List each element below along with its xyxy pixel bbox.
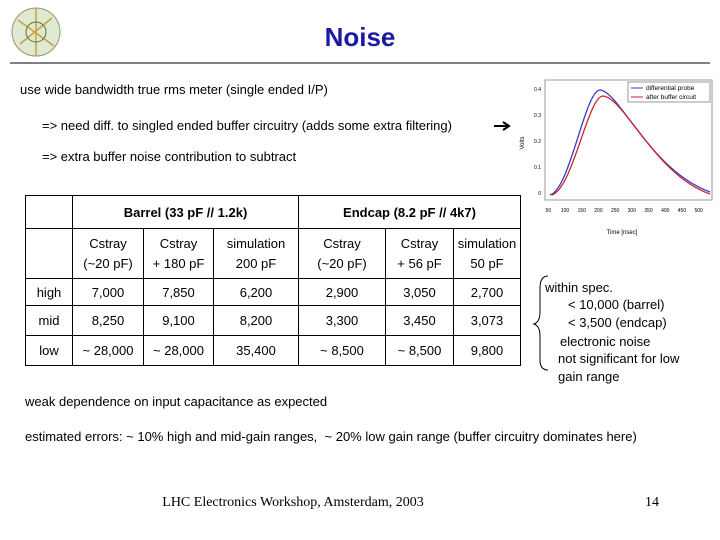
- group-row: Barrel (33 pF // 1.2k) Endcap (8.2 pF // …: [25, 195, 521, 229]
- bullet: use wide bandwidth true rms meter (singl…: [20, 82, 328, 97]
- footer: LHC Electronics Workshop, Amsterdam, 200…: [162, 495, 424, 510]
- cell: 3,073: [453, 305, 521, 336]
- column-header: Cstray + 180 pF: [143, 228, 214, 279]
- row-label: low: [25, 335, 73, 366]
- cell: 3,450: [385, 305, 454, 336]
- table-row: low ~ 28,000 ~ 28,000 35,400 ~ 8,500 ~ 8,500 9…: [25, 335, 521, 366]
- y-tick-label: 0.3: [534, 113, 541, 119]
- column-row: Cstray (~20 pF) Cstray + 180 pF simulation 20…: [25, 228, 521, 279]
- x-tick-label: 500: [694, 208, 703, 214]
- column-header-line: Cstray: [89, 235, 127, 251]
- x-tick-label: 350: [644, 208, 653, 214]
- corner-cell: [25, 195, 73, 229]
- x-tick-label: 100: [561, 208, 570, 214]
- cell: 6,200: [213, 278, 299, 306]
- column-header-line: Cstray: [159, 235, 198, 251]
- x-tick-label: 300: [628, 208, 637, 214]
- logo: [11, 7, 61, 57]
- bullet: => need diff. to singled ended buffer ci…: [42, 118, 452, 133]
- cell: 2,900: [298, 278, 386, 306]
- row-label: mid: [25, 305, 73, 336]
- cell: ~ 8,500: [385, 335, 454, 366]
- cell: 8,250: [72, 305, 144, 336]
- data-table: Barrel (33 pF // 1.2k) Endcap (8.2 pF // …: [25, 195, 521, 366]
- brace: [532, 275, 549, 371]
- curve-probe: [549, 89, 711, 196]
- x-tick-label: 50: [546, 208, 552, 214]
- spec-note: not significant for low: [558, 351, 680, 366]
- column-header-line: + 180 pF: [152, 255, 205, 271]
- column-header: Cstray + 56 pF: [385, 228, 454, 279]
- cell: 7,850: [143, 278, 214, 306]
- column-header-line: Cstray: [323, 235, 361, 251]
- spec-note: electronic noise: [560, 334, 651, 349]
- column-header: simulation 50 pF: [453, 228, 521, 279]
- x-tick-label: 400: [661, 208, 670, 214]
- legend-box: [627, 81, 711, 103]
- arrow: [494, 121, 511, 131]
- column-header-line: + 56 pF: [397, 255, 442, 271]
- cell: 8,200: [213, 305, 299, 336]
- column-header-line: Cstray: [400, 235, 439, 251]
- table-row: high 7,000 7,850 6,200 2,900 3,050 2,700: [25, 278, 521, 306]
- cell: 35,400: [213, 335, 299, 366]
- column-header: Cstray (~20 pF): [298, 228, 386, 279]
- column-header-line: 200 pF: [235, 255, 277, 271]
- bullet: => extra buffer noise contribution to su…: [42, 149, 297, 164]
- note: weak dependence on input capacitance as …: [25, 394, 328, 409]
- cell: ~ 8,500: [298, 335, 386, 366]
- title: Noise: [324, 22, 396, 52]
- corner-cell: [25, 228, 73, 279]
- column-header: simulation 200 pF: [213, 228, 299, 279]
- column-header: Cstray (~20 pF): [72, 228, 144, 279]
- column-header-line: (~20 pF): [83, 255, 133, 271]
- spec-note: gain range: [558, 369, 620, 384]
- cell: 9,100: [143, 305, 214, 336]
- curve-buffer: [551, 95, 711, 196]
- column-header-line: simulation: [457, 235, 517, 251]
- group-header: Barrel (33 pF // 1.2k): [72, 195, 299, 229]
- column-header-line: simulation: [226, 235, 286, 251]
- x-tick-label: 200: [594, 208, 603, 214]
- cell: ~ 28,000: [143, 335, 214, 366]
- x-tick-label: 250: [611, 208, 620, 214]
- x-axis-label: Time [nsec]: [607, 230, 638, 236]
- spec-note: < 10,000 (barrel): [568, 297, 665, 312]
- cell: 2,700: [453, 278, 521, 306]
- page-number: 14: [645, 495, 659, 510]
- cell: ~ 28,000: [72, 335, 144, 366]
- row-label: high: [25, 278, 73, 306]
- y-tick-label: 0.2: [534, 139, 541, 145]
- group-header: Endcap (8.2 pF // 4k7): [298, 195, 521, 229]
- y-axis-label: Volts: [520, 136, 526, 149]
- column-header-line: 50 pF: [470, 255, 504, 271]
- spec-note: < 3,500 (endcap): [568, 315, 667, 330]
- cell: 3,300: [298, 305, 386, 336]
- table-row: mid 8,250 9,100 8,200 3,300 3,450 3,073: [25, 305, 521, 336]
- column-header-line: (~20 pF): [317, 255, 367, 271]
- spec-note: within spec.: [545, 280, 613, 295]
- inset-plot: differential probe after buffer circuit 0.…: [520, 79, 713, 236]
- x-tick-label: 450: [678, 208, 687, 214]
- legend-label: after buffer circuit: [646, 94, 696, 101]
- cell: 9,800: [453, 335, 521, 366]
- cell: 7,000: [72, 278, 144, 306]
- y-tick-label: 0.4: [534, 87, 541, 93]
- y-tick-label: 0: [538, 191, 541, 197]
- x-tick-label: 150: [578, 208, 587, 214]
- legend-label: differential probe: [646, 85, 695, 92]
- cell: 3,050: [385, 278, 454, 306]
- y-tick-label: 0.1: [534, 165, 541, 171]
- note: estimated errors: ~ 10% high and mid-gai…: [25, 429, 637, 444]
